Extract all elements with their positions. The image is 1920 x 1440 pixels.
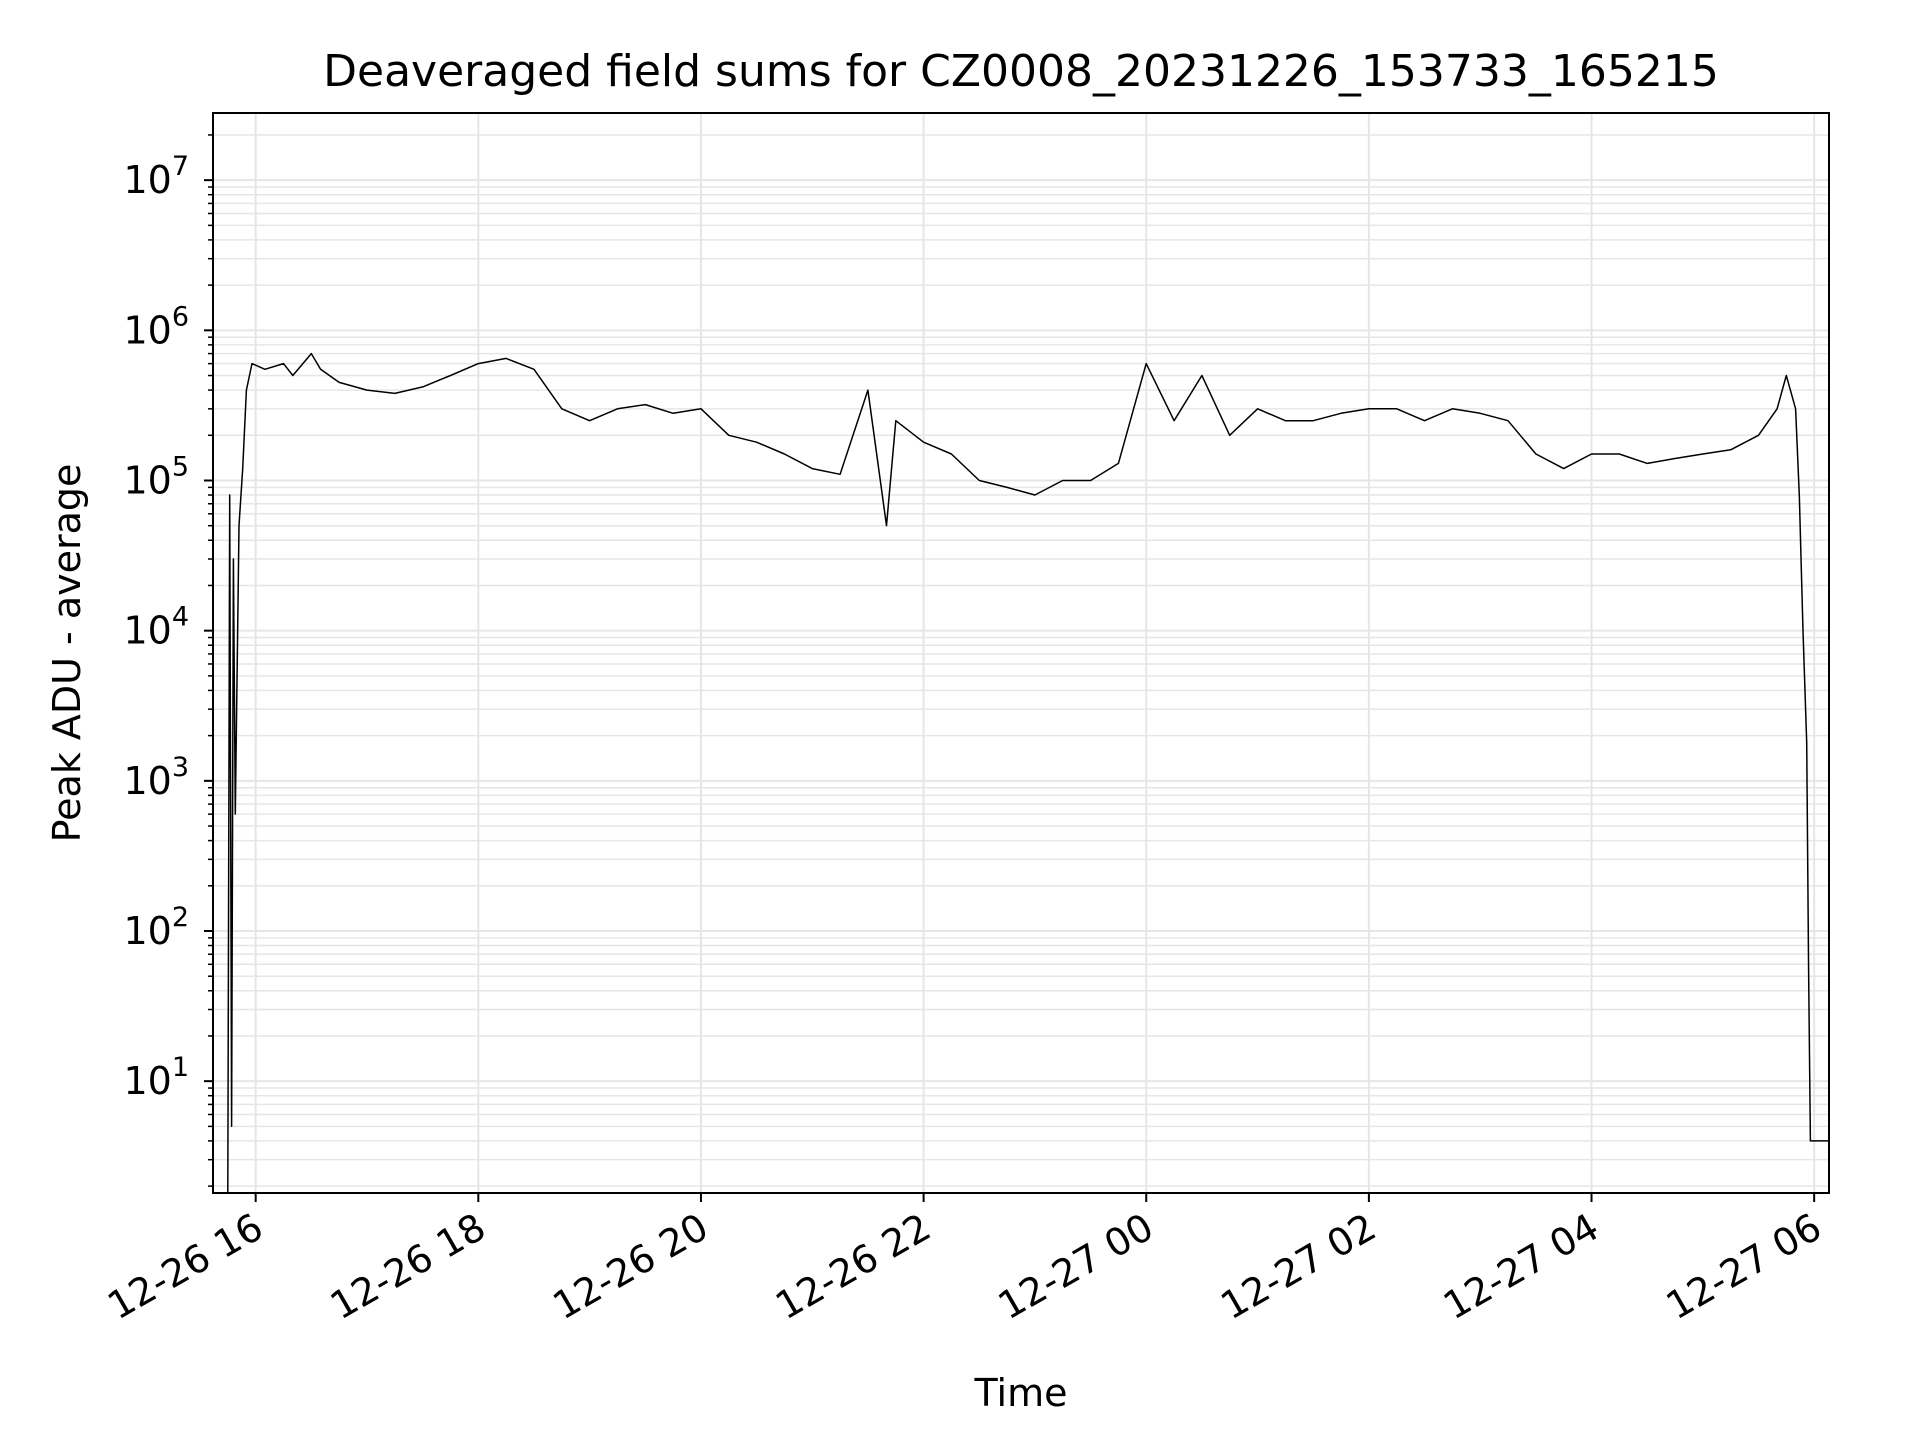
- y-tick-label: 102: [123, 902, 189, 953]
- y-tick-label: 105: [123, 451, 189, 502]
- y-tick-label-exponent: 5: [172, 451, 189, 482]
- y-tick-label-base: 10: [123, 1059, 171, 1103]
- y-tick-label: 106: [123, 301, 189, 352]
- y-tick-label: 103: [123, 752, 189, 803]
- y-tick-label-base: 10: [123, 458, 171, 502]
- y-tick-label-exponent: 7: [172, 151, 189, 182]
- series-layer: [227, 352, 1829, 1194]
- series-line-0: [227, 352, 1829, 1194]
- y-tick-label-exponent: 1: [172, 1052, 189, 1083]
- y-tick-label: 104: [123, 602, 189, 653]
- y-tick-label-base: 10: [123, 909, 171, 953]
- y-tick-label: 101: [123, 1052, 189, 1103]
- chart-title: Deaveraged field sums for CZ0008_2023122…: [323, 46, 1719, 97]
- y-tick-label-base: 10: [123, 308, 171, 352]
- y-tick-label-base: 10: [123, 759, 171, 803]
- y-tick-label-exponent: 2: [172, 902, 189, 933]
- y-tick-label-exponent: 6: [172, 301, 189, 332]
- y-tick-label-base: 10: [123, 158, 171, 202]
- y-tick-label-exponent: 3: [172, 752, 189, 783]
- major-gridlines: [213, 113, 1829, 1193]
- y-tick-label-base: 10: [123, 609, 171, 653]
- x-axis-label: Time: [974, 1371, 1068, 1415]
- y-axis-label: Peak ADU - average: [45, 464, 89, 843]
- plot-frame: [212, 112, 1830, 1194]
- minor-gridlines: [213, 134, 1829, 1187]
- y-tick-label: 107: [123, 151, 189, 202]
- y-tick-label-exponent: 4: [172, 602, 189, 633]
